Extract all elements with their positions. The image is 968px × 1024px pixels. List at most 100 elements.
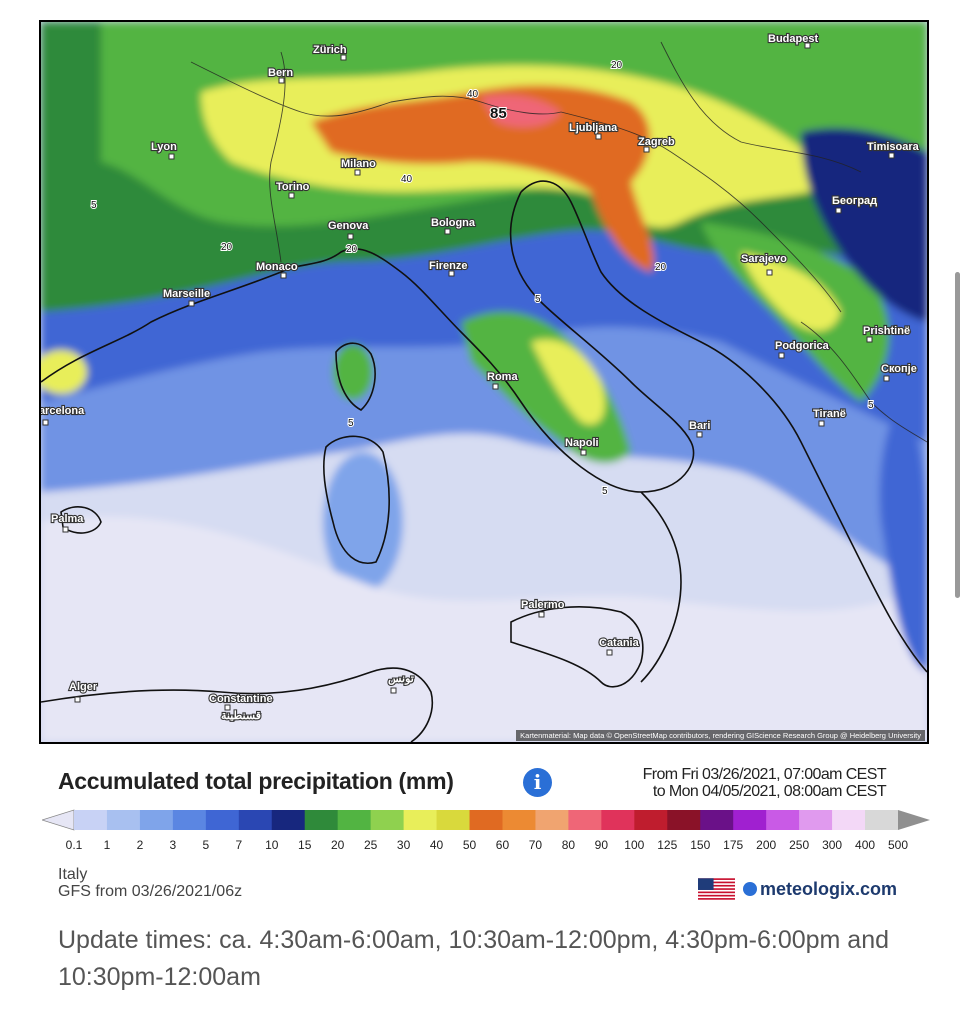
colorbar-segment [733,810,767,830]
svg-text:Bari: Bari [689,420,710,432]
city-bern: Bern [267,66,294,84]
svg-text:40: 40 [467,89,479,100]
city-palma: Palma [50,512,85,533]
svg-text:Catania: Catania [599,637,640,649]
svg-text:Genova: Genova [328,220,369,232]
colorbar-segment [568,810,602,830]
colorbar-segment [799,810,833,830]
colorbar-segment [535,810,569,830]
city-roma: Roma [486,370,520,390]
city-catania: Catania [598,636,641,656]
svg-text:Napoli: Napoli [565,437,599,449]
colorbar-segment [700,810,734,830]
info-icon[interactable]: i [523,768,552,797]
colorbar-segment [502,810,536,830]
city-genova: Genova [327,219,370,240]
colorbar-segment [436,810,471,830]
svg-text:Zürich: Zürich [313,44,347,56]
colorbar-segment [634,810,668,830]
svg-text:5: 5 [348,418,354,429]
colorbar-segment [667,810,701,830]
svg-text:Lyon: Lyon [151,141,177,153]
map-attribution: Kartenmaterial: Map data © OpenStreetMap… [516,730,925,741]
city-milano: Milano [340,157,377,176]
city-alger: Alger [68,680,99,703]
colorbar-tick-label: 500 [887,838,909,852]
colorbar-tick-label: 2 [136,838,144,852]
city-podgorica: Podgorica [774,339,831,359]
scrollbar[interactable] [955,272,960,598]
city-marseille: Marseille [162,287,211,307]
city-zurich: Zürich [312,43,348,61]
svg-text:Alger: Alger [69,681,98,693]
colorbar-tick-label: 20 [330,838,345,852]
colorbar-tick-label: 80 [561,838,576,852]
svg-text:Bologna: Bologna [431,217,476,229]
city-beograd: Београд [831,194,878,214]
colorbar [42,809,930,831]
colorbar-tick-label: 30 [396,838,411,852]
svg-text:Београд: Београд [832,195,877,207]
colorbar-tick-label: 40 [429,838,444,852]
colorbar-tick-label: 15 [298,838,312,852]
city-lyon: Lyon [150,140,178,160]
colorbar-tick-label: 250 [789,838,810,852]
city-palermo: Palermo [520,598,566,618]
us-flag-icon [698,878,735,900]
forecast-period: From Fri 03/26/2021, 07:00am CEST to Mon… [642,766,887,800]
colorbar-segment [601,810,635,830]
precipitation-map[interactable]: Zürich Bern Budapest Lyon Milano Ljublja… [39,20,929,744]
city-sarajevo: Sarajevo [740,252,788,276]
model-run: GFS from 03/26/2021/06z [58,883,243,900]
colorbar-segment [74,810,108,830]
city-bologna: Bologna [430,216,477,235]
colorbar-segment [469,810,503,830]
colorbar-segment [271,810,306,830]
svg-text:Marseille: Marseille [163,288,210,300]
colorbar-tick-label: 10 [265,838,279,852]
svg-text:Budapest: Budapest [768,33,818,45]
city-zagreb: Zagreb [637,135,676,153]
svg-text:Monaco: Monaco [256,261,298,273]
city-tirane: Tiranë [812,407,847,427]
svg-text:Podgorica: Podgorica [775,340,830,352]
city-labels: Zürich Bern Budapest Lyon Milano Ljublja… [41,32,921,723]
colorbar-arrow-high [898,810,930,830]
svg-text:5: 5 [535,294,541,305]
svg-text:Barcelona: Barcelona [41,405,85,417]
colorbar-tick-label: 100 [624,838,645,852]
svg-text:Palermo: Palermo [521,599,565,611]
colorbar-tick-label: 60 [495,838,510,852]
svg-text:20: 20 [221,242,233,253]
colorbar-tick-label: 70 [528,838,543,852]
colorbar-segment [205,810,240,830]
map-canvas: Zürich Bern Budapest Lyon Milano Ljublja… [41,22,927,742]
colorbar-tick-label: 0.1 [65,838,83,852]
svg-text:Timisoara: Timisoara [867,141,920,153]
svg-text:20: 20 [346,244,358,255]
colorbar-tick-label: 5 [202,838,210,852]
precipitation-field [41,22,927,742]
svg-text:Tiranë: Tiranë [813,408,846,420]
legend-title: Accumulated total precipitation (mm) [58,768,454,794]
period-from: From Fri 03/26/2021, 07:00am CEST [642,766,887,783]
svg-text:Bern: Bern [268,67,293,79]
country-borders [190,41,927,443]
colorbar-tick-label: 3 [169,838,177,852]
colorbar-segment [238,810,273,830]
svg-text:Torino: Torino [276,181,310,193]
svg-text:Prishtinë: Prishtinë [863,325,910,337]
coastlines [41,180,927,742]
colorbar-segment [865,810,899,830]
city-monaco: Monaco [255,260,299,279]
city-firenze: Firenze [428,259,469,277]
svg-text:Sarajevo: Sarajevo [741,253,787,265]
brand-name: meteologix.com [760,878,898,899]
city-bari: Bari [688,419,712,438]
model-info: Italy GFS from 03/26/2021/06z [58,866,242,900]
colorbar-tick-label: 7 [235,838,243,852]
colorbar-tick-label: 50 [462,838,477,852]
meteologix-brand[interactable]: meteologix.com [698,877,897,901]
colorbar-segment [370,810,405,830]
city-barcelona: Barcelona [41,404,86,426]
